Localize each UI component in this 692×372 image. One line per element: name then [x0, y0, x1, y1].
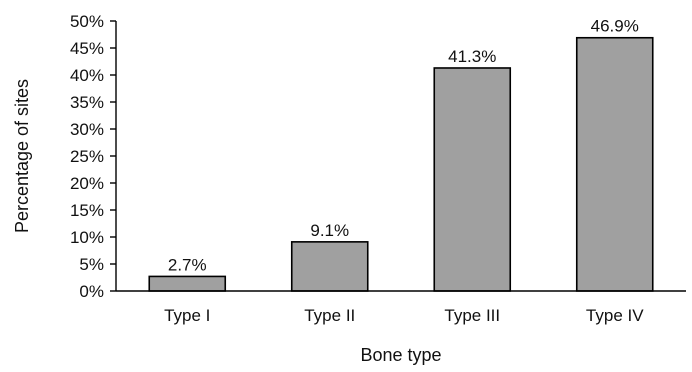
data-label: 9.1%: [310, 221, 349, 240]
y-tick-label: 10%: [70, 228, 104, 247]
y-tick-label: 35%: [70, 93, 104, 112]
x-tick-label: Type IV: [586, 306, 644, 325]
y-tick-label: 5%: [79, 255, 104, 274]
bar-type-i: [148, 275, 227, 292]
x-axis-title: Bone type: [360, 345, 441, 365]
y-tick-label: 40%: [70, 66, 104, 85]
bar-type-iii: [433, 67, 512, 292]
x-tick-label: Type III: [444, 306, 500, 325]
y-axis-ticks: 0% 5% 10% 15% 20% 25% 30% 35% 40% 45% 50%: [70, 12, 116, 301]
data-label: 2.7%: [168, 255, 207, 274]
y-tick-label: 25%: [70, 147, 104, 166]
y-tick-label: 50%: [70, 12, 104, 31]
y-tick-label: 20%: [70, 174, 104, 193]
x-axis-ticks: Type I Type II Type III Type IV: [164, 306, 644, 325]
data-labels: 2.7% 9.1% 41.3% 46.9%: [168, 17, 639, 275]
y-tick-label: 0%: [79, 282, 104, 301]
y-tick-label: 45%: [70, 39, 104, 58]
data-label: 46.9%: [591, 17, 639, 36]
bars: [148, 36, 654, 292]
bar-type-ii: [290, 241, 369, 292]
y-tick-label: 15%: [70, 201, 104, 220]
bar-type-iv: [575, 36, 654, 292]
data-label: 41.3%: [448, 47, 496, 66]
y-axis-title: Percentage of sites: [12, 79, 32, 233]
x-tick-label: Type II: [304, 306, 355, 325]
y-tick-label: 30%: [70, 120, 104, 139]
x-tick-label: Type I: [164, 306, 210, 325]
